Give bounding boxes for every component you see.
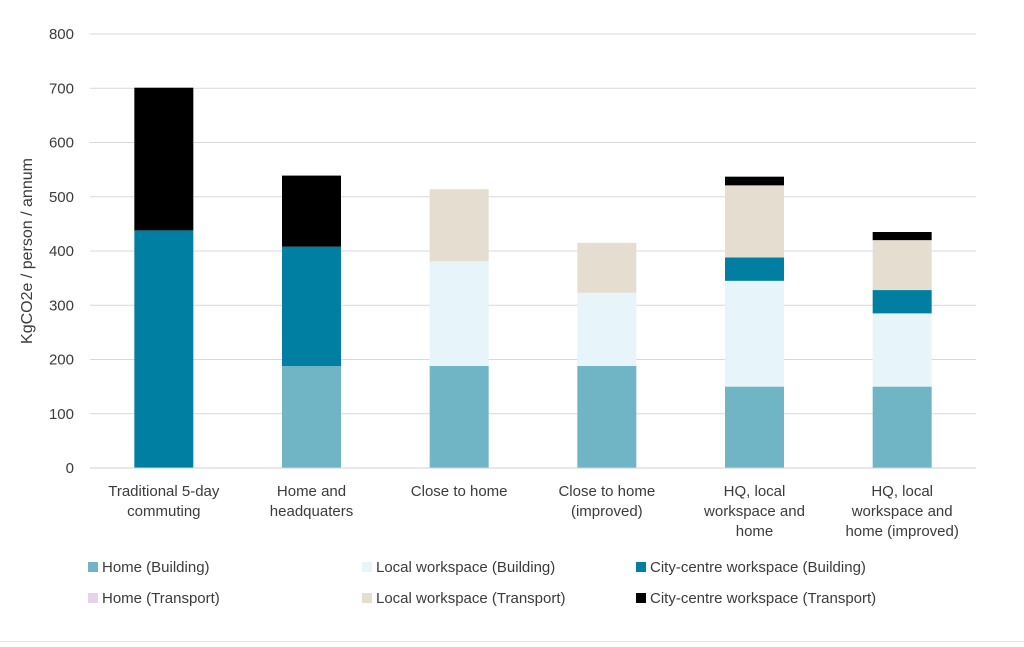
- y-tick-label: 400: [49, 243, 74, 260]
- bar-segment: [725, 257, 784, 281]
- y-tick-label: 200: [49, 352, 74, 369]
- legend-label: City-centre workspace (Building): [650, 559, 866, 576]
- bar-segment: [725, 386, 784, 468]
- x-axis-categories: Traditional 5-day commuting Home and headqu…: [108, 483, 959, 540]
- bar-segment: [282, 246, 341, 367]
- bar-segment: [872, 386, 932, 468]
- bar-segment: [429, 366, 489, 468]
- x-category-label: home (improved): [845, 523, 958, 540]
- bottom-divider: [0, 641, 1024, 642]
- bar-segment: [134, 230, 194, 468]
- x-category-label: headquaters: [270, 503, 353, 520]
- bar-segment: [429, 189, 489, 262]
- bar-segment: [282, 366, 341, 468]
- bar-segment: [725, 185, 784, 258]
- legend-label: Local workspace (Building): [376, 559, 555, 576]
- legend-swatch: [88, 562, 98, 572]
- x-category-label: home: [736, 523, 774, 540]
- x-category-label: HQ, local: [724, 483, 786, 500]
- bar-segment: [872, 313, 932, 387]
- bar-segment: [872, 290, 932, 314]
- y-tick-label: 800: [49, 26, 74, 43]
- bars: [134, 87, 932, 468]
- x-category-label: HQ, local: [871, 483, 933, 500]
- legend-label: Home (Transport): [102, 590, 220, 607]
- bar-segment: [872, 240, 932, 291]
- y-tick-label: 0: [66, 460, 74, 477]
- x-category-label: Close to home: [558, 483, 655, 500]
- legend-swatch: [636, 562, 646, 572]
- legend: Home (Building) Local workspace (Building…: [88, 559, 876, 607]
- gridlines: [90, 33, 976, 415]
- legend-label: City-centre workspace (Transport): [650, 590, 876, 607]
- legend-swatch: [362, 593, 372, 603]
- x-category-label: workspace and: [851, 503, 953, 520]
- legend-swatch: [88, 593, 98, 603]
- bar-segment: [725, 176, 784, 186]
- y-tick-label: 300: [49, 297, 74, 314]
- legend-label: Local workspace (Transport): [376, 590, 566, 607]
- y-axis-ticks: 0 100 200 300 400 500 600 700 800: [49, 26, 74, 477]
- legend-label: Home (Building): [102, 559, 210, 576]
- x-category-label: commuting: [127, 503, 200, 520]
- legend-swatch: [362, 562, 372, 572]
- bar-segment: [134, 87, 194, 231]
- bar-segment: [282, 175, 341, 247]
- bar-segment: [725, 280, 784, 387]
- y-tick-label: 100: [49, 406, 74, 423]
- legend-swatch: [636, 593, 646, 603]
- y-tick-label: 500: [49, 189, 74, 206]
- x-category-label: workspace and: [703, 503, 805, 520]
- y-tick-label: 700: [49, 80, 74, 97]
- bar-segment: [577, 292, 637, 367]
- x-category-label: Close to home: [411, 483, 508, 500]
- bar-segment: [577, 366, 637, 468]
- bar-segment: [577, 242, 637, 293]
- x-category-label: Traditional 5-day: [108, 483, 220, 500]
- y-tick-label: 600: [49, 135, 74, 152]
- y-axis-title: KgCO2e / person / annum: [19, 158, 36, 344]
- x-category-label: (improved): [571, 503, 643, 520]
- bar-segment: [429, 261, 489, 367]
- bar-segment: [872, 232, 932, 241]
- x-category-label: Home and: [277, 483, 346, 500]
